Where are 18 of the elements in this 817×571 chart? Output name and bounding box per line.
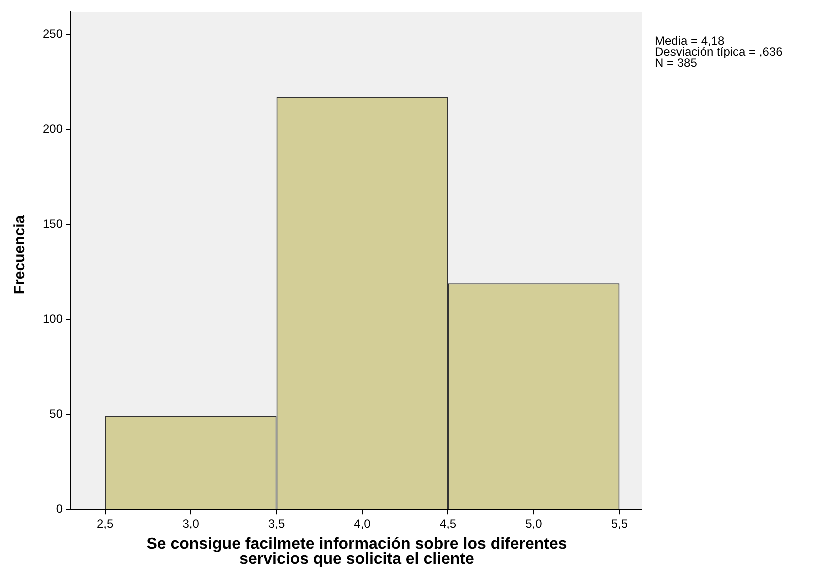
y-tick-label: 100 [42, 312, 64, 326]
x-tick-label: 4,5 [440, 517, 457, 532]
x-tick-label: 5,5 [611, 517, 628, 532]
y-tick-label: 250 [42, 27, 64, 42]
text: N = 385 [655, 56, 698, 70]
text: Media = 4,18 [655, 34, 725, 48]
y-axis-title: Frecuencia [12, 215, 28, 295]
y-tick-label: 150 [42, 217, 64, 232]
y-tick-label: 0 [56, 502, 64, 516]
text: Desviación típica = ,636 [655, 45, 783, 59]
x-tick-label: 4,0 [354, 517, 372, 532]
x-tick-label: 5,0 [526, 517, 543, 532]
x-axis-title: Se consigue facilmete información sobre los diferentes servicios que solicita el cliente [146, 536, 568, 568]
y-tick-label: 200 [42, 122, 64, 136]
x-tick-label: 2,5 [96, 517, 114, 532]
y-tick-label: 50 [50, 406, 64, 421]
x-tick-label: 3,5 [268, 517, 286, 532]
x-tick-label: 3,0 [182, 517, 200, 532]
